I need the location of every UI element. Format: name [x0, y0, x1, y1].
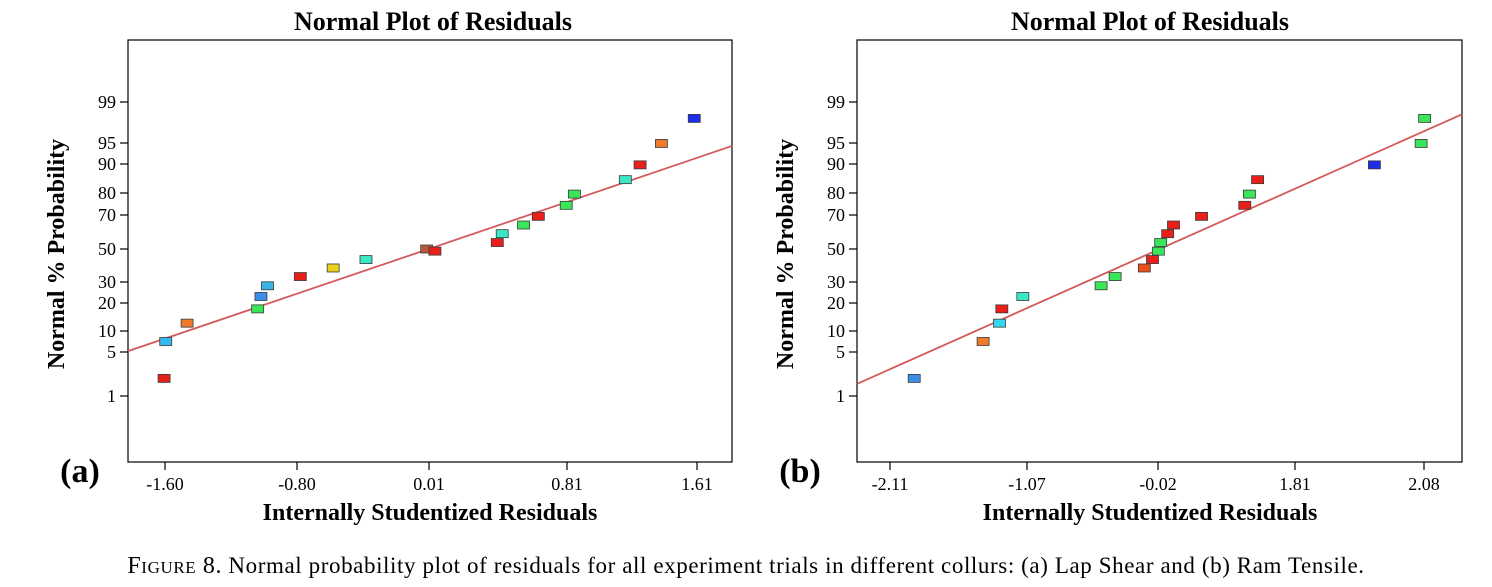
y-tick-label: 20 [98, 293, 116, 313]
caption-text: Normal probability plot of residuals for… [222, 553, 1365, 578]
y-tick-label: 90 [98, 154, 116, 174]
y-tick-label: 30 [827, 272, 845, 292]
x-tick-label: -2.11 [872, 474, 909, 494]
data-point [1094, 281, 1108, 291]
data-point [1418, 114, 1432, 123]
y-tick-label: 99 [827, 92, 845, 112]
x-tick-label: 1.81 [1279, 474, 1311, 494]
figure-label: Figure 8. [127, 553, 223, 579]
x-tick-label: 2.08 [1408, 474, 1440, 494]
data-point [1414, 139, 1428, 148]
y-tick-label: 80 [827, 183, 845, 203]
data-point [655, 139, 668, 148]
y-tick-label: 50 [98, 239, 116, 259]
data-point [428, 246, 442, 256]
y-tick-label: 1 [107, 386, 116, 406]
data-point [326, 263, 340, 273]
x-axis-label-1: Internally Studentized Residuals [263, 500, 598, 526]
y-tick-label: 70 [827, 205, 845, 225]
data-point [157, 373, 171, 383]
data-point [633, 160, 647, 170]
x-tick-label: 1.61 [681, 474, 713, 494]
data-point [1154, 238, 1168, 247]
plot-frame-1 [127, 39, 733, 463]
figure-caption: Figure 8. Normal probability plot of res… [0, 553, 1492, 580]
data-point [976, 337, 990, 346]
y-tick-label: 10 [827, 321, 845, 341]
data-point [359, 255, 373, 264]
data-point [490, 238, 504, 247]
x-tick-label: -1.07 [1008, 474, 1046, 494]
data-point [531, 211, 545, 221]
x-tick-label: -0.02 [1139, 474, 1177, 494]
y-tick-label: 80 [98, 183, 116, 203]
y-axis-label-2: Normal % Probability [773, 139, 799, 369]
y-tick-label: 20 [827, 293, 845, 313]
x-axis-label-2: Internally Studentized Residuals [983, 500, 1318, 526]
y-tick-label: 10 [98, 321, 116, 341]
data-point [1243, 189, 1256, 199]
chart-title-2: Normal Plot of Residuals [1011, 7, 1289, 36]
data-point [495, 229, 509, 239]
data-point [618, 175, 632, 185]
data-point [1146, 255, 1159, 264]
data-point [254, 292, 268, 301]
x-tick-label: 0.81 [551, 474, 583, 494]
data-point [993, 318, 1006, 328]
chart-title-1: Normal Plot of Residuals [294, 7, 572, 36]
panel-label-1: (a) [60, 453, 100, 490]
x-tick-label: 0.01 [413, 474, 445, 494]
data-point [293, 272, 307, 281]
panel-label-2: (b) [779, 453, 821, 490]
data-point [159, 337, 173, 346]
data-point [568, 189, 581, 199]
y-tick-label: 5 [107, 342, 116, 362]
y-tick-label: 95 [827, 133, 845, 153]
y-tick-label: 30 [98, 272, 116, 292]
figure-charts: Normal Plot of Residuals1510203050708090… [44, 7, 1463, 526]
data-point [559, 200, 573, 210]
data-point [1151, 246, 1165, 256]
y-tick-label: 70 [98, 205, 116, 225]
data-point [1161, 229, 1175, 239]
plot-frame-2 [856, 39, 1463, 463]
data-point [687, 114, 701, 123]
data-point [180, 318, 194, 328]
y-tick-label: 90 [827, 154, 845, 174]
x-tick-label: -0.80 [278, 474, 316, 494]
data-point [995, 304, 1009, 314]
y-tick-label: 5 [836, 342, 845, 362]
y-tick-label: 50 [827, 239, 845, 259]
data-point [1251, 175, 1265, 185]
x-tick-label: -1.60 [146, 474, 184, 494]
data-point [251, 304, 265, 314]
data-point [1238, 200, 1252, 210]
data-point [261, 281, 274, 291]
data-point [1167, 220, 1180, 230]
data-point [1108, 272, 1122, 281]
data-point [907, 373, 921, 383]
data-point [517, 220, 530, 230]
y-axis-label-1: Normal % Probability [44, 139, 70, 369]
data-point [1368, 160, 1381, 170]
data-point [1016, 292, 1030, 301]
data-point [1195, 211, 1208, 221]
data-point [1137, 263, 1151, 273]
y-tick-label: 99 [98, 92, 116, 112]
y-tick-label: 95 [98, 133, 116, 153]
y-tick-label: 1 [836, 386, 845, 406]
